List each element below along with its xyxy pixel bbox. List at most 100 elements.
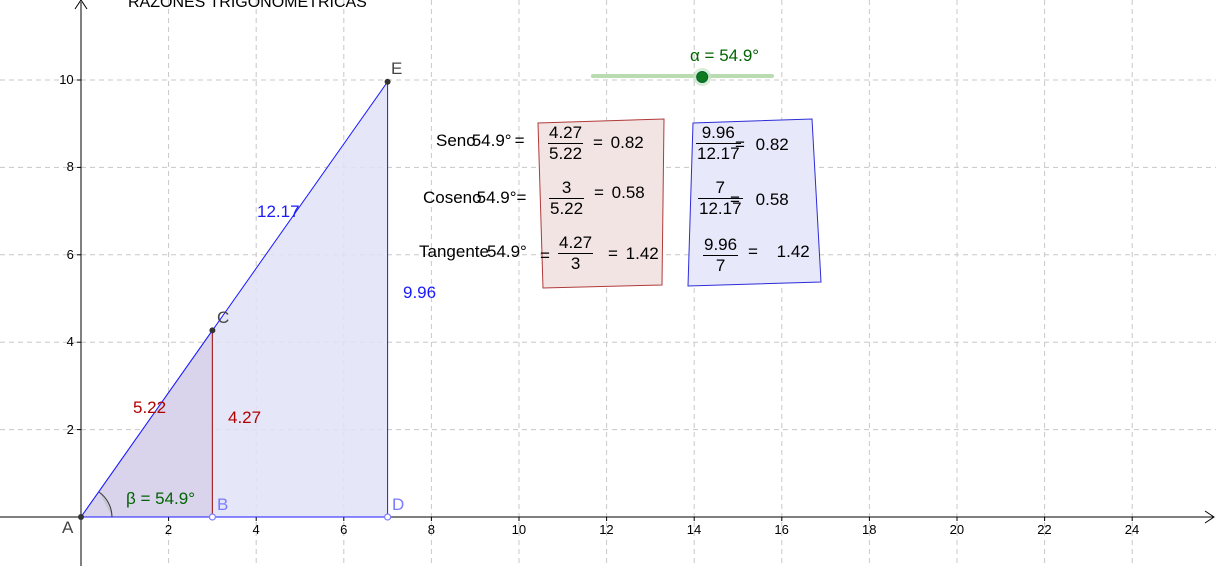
y-axis-arrow — [74, 0, 88, 10]
red-ratio-box — [537, 118, 665, 289]
blue-ratio-box — [687, 118, 822, 287]
segment-label-bc: 4.27 — [228, 408, 262, 427]
x-axis-arrow — [1204, 510, 1215, 524]
y-tick-label: 10 — [59, 72, 74, 87]
tangente-label: Tangente54.9° — [419, 243, 527, 260]
fraction-numerator: 4.27 — [549, 123, 583, 142]
seno-equals: = — [514, 131, 525, 150]
coseno-fraction-red: 3 5.22 — [549, 178, 585, 218]
fraction-denominator: 7 — [715, 255, 726, 275]
seno-value-blue: 0.82 — [755, 135, 789, 154]
points[interactable] — [78, 78, 392, 521]
x-tick-label: 14 — [686, 522, 702, 537]
fraction-numerator: 9.96 — [701, 123, 735, 142]
angle-beta-label: β = 54.9° — [126, 489, 196, 508]
fraction-denominator: 3 — [570, 253, 581, 273]
point-label-d: D — [392, 495, 405, 514]
coseno-value-blue: 0.58 — [755, 190, 789, 209]
tangente-result-blue: = 1.42 — [748, 243, 810, 260]
coseno-prefix: Coseno — [423, 188, 482, 207]
point-b[interactable] — [208, 513, 216, 521]
ratio-boxes — [537, 118, 822, 289]
point-label-a: A — [62, 518, 74, 537]
tangente-equals: = — [540, 246, 550, 265]
tangente-result-red: = 1.42 — [608, 245, 659, 262]
segment-label-ae: 12.17 — [257, 202, 300, 221]
tangente-value-red: 1.42 — [625, 244, 659, 263]
x-tick-label: 20 — [949, 522, 965, 537]
point-e[interactable] — [384, 78, 391, 85]
seno-result-red: = 0.82 — [593, 134, 644, 151]
coseno-label: Coseno54.9°= — [423, 189, 526, 206]
tangente-prefix: Tangente — [419, 242, 489, 261]
tangente-fraction-red: 4.27 3 — [558, 233, 594, 273]
x-tick-label: 16 — [774, 522, 789, 537]
x-tick-label: 8 — [427, 522, 435, 537]
fraction-bar — [696, 142, 741, 144]
y-tick-label: 4 — [66, 334, 74, 350]
coseno-equals-red: = — [594, 183, 604, 202]
fraction-denominator: 12.17 — [699, 198, 742, 218]
fraction-numerator: 9.96 — [704, 235, 738, 254]
angle-beta-arc — [98, 491, 113, 518]
seno-fraction-blue: 9.96 12.17 — [696, 124, 741, 163]
seno-fraction-red: 4.27 5.22 — [548, 123, 584, 163]
tangente-equals-blue: = — [748, 242, 758, 261]
coseno-equals-blue: = — [730, 190, 740, 209]
fraction-bar — [558, 252, 594, 254]
fraction-bar — [698, 197, 743, 199]
fraction-bar — [703, 254, 739, 256]
fraction-denominator: 12.17 — [697, 143, 740, 163]
fraction-denominator: 5.22 — [550, 198, 584, 218]
x-tick-label: 18 — [862, 522, 877, 537]
x-tick-label: 2 — [164, 522, 173, 537]
seno-label: Seno54.9° = — [436, 132, 525, 149]
y-tick-label: 2 — [66, 421, 74, 437]
fraction-bar — [548, 142, 584, 144]
tangente-fraction-blue: 9.96 7 — [703, 235, 739, 275]
tangente-angle: 54.9° — [486, 242, 527, 261]
x-tick-label: 4 — [252, 522, 260, 537]
fraction-denominator: 5.22 — [549, 143, 583, 163]
triangles[interactable] — [80, 80, 389, 518]
x-tick-label: 24 — [1124, 522, 1140, 537]
point-label-c: C — [217, 308, 230, 327]
seno-equals-blue: = — [735, 135, 745, 154]
seno-angle: 54.9° — [471, 131, 512, 150]
seno-prefix: Seno — [436, 131, 476, 150]
page-title: RAZONES TRIGONOMÉTRICAS — [128, 0, 367, 11]
coseno-value-red: 0.58 — [611, 183, 645, 202]
slider-knob[interactable] — [696, 71, 709, 83]
point-label-b: B — [217, 495, 229, 514]
fraction-bar — [549, 197, 585, 199]
coseno-result-blue: = 0.58 — [730, 191, 789, 208]
point-d[interactable] — [384, 513, 392, 521]
point-c[interactable] — [209, 327, 216, 334]
seno-result-blue: = 0.82 — [735, 136, 789, 153]
slider-label: α = 54.9° — [690, 46, 760, 65]
coseno-angle: 54.9° — [476, 188, 517, 207]
coseno-equals: = — [516, 188, 527, 207]
seno-equals-red: = — [593, 133, 603, 152]
point-a[interactable] — [78, 514, 84, 520]
x-tick-label: 10 — [511, 522, 527, 537]
fraction-numerator: 7 — [715, 178, 725, 197]
seno-value-red: 0.82 — [610, 133, 644, 152]
tangente-equals-red: = — [608, 244, 618, 263]
coseno-result-red: = 0.58 — [594, 184, 645, 201]
point-label-e: E — [391, 59, 403, 78]
x-tick-label: 22 — [1037, 522, 1052, 537]
segment-ac — [80, 330, 213, 518]
fraction-numerator: 4.27 — [559, 233, 593, 252]
alpha-slider[interactable] — [591, 68, 774, 86]
x-tick-label: 6 — [340, 522, 348, 537]
fraction-numerator: 3 — [561, 178, 572, 197]
tangente-value-blue: 1.42 — [776, 242, 810, 261]
segment-label-ac: 5.22 — [133, 398, 167, 417]
y-tick-label: 8 — [66, 159, 74, 175]
segment-label-de: 9.96 — [403, 283, 437, 302]
coseno-fraction-blue: 7 12.17 — [698, 179, 743, 218]
y-tick-label: 6 — [66, 246, 74, 262]
